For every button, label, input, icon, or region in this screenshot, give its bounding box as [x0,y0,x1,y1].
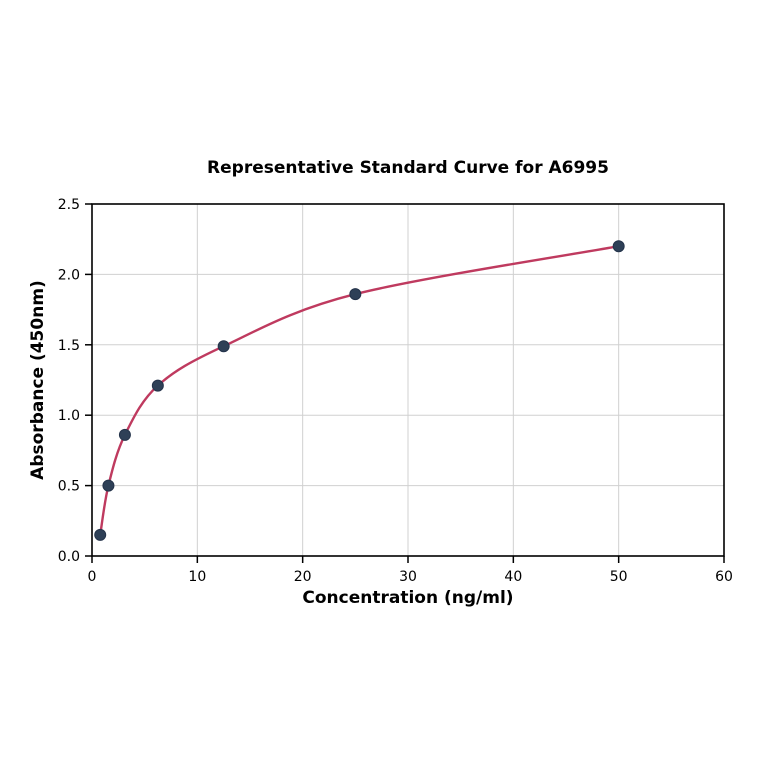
x-tick-label: 10 [188,569,206,585]
x-tick-label: 50 [610,569,628,585]
x-tick-label: 40 [504,569,522,585]
data-point-marker [151,379,164,392]
y-tick-label: 1.5 [58,338,80,354]
y-tick-label: 1.0 [58,408,80,424]
x-tick-label: 30 [399,569,417,585]
chart-title: Representative Standard Curve for A6995 [207,158,609,178]
x-tick-label: 60 [715,569,733,585]
y-tick-label: 2.0 [58,267,80,283]
y-tick-label: 2.5 [58,197,80,213]
y-tick-label: 0.5 [58,479,80,495]
data-point-marker [118,428,131,441]
data-point-marker [102,479,115,492]
data-point-marker [217,340,230,353]
y-tick-label: 0.0 [58,549,80,565]
plot-frame [91,203,725,557]
x-tick-label: 0 [88,569,97,585]
x-tick-label: 20 [294,569,312,585]
fitted-curve [99,245,619,536]
data-point-marker [349,288,362,301]
data-point-marker [94,528,107,541]
data-point-marker [612,240,625,253]
x-axis-label: Concentration (ng/ml) [302,588,514,608]
